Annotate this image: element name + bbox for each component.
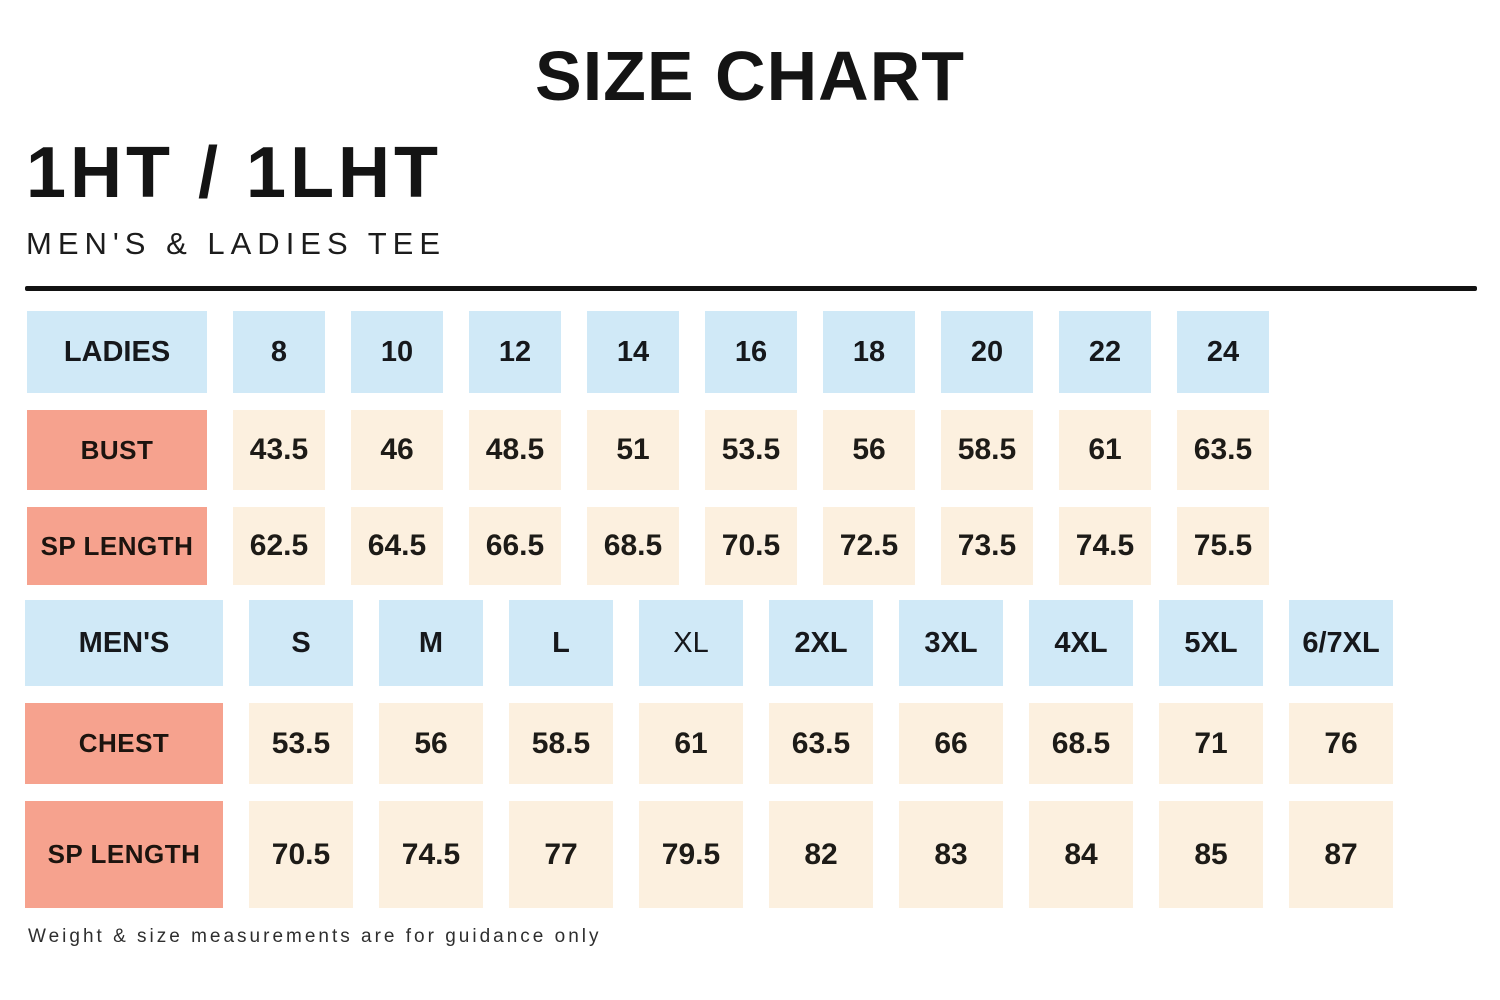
value-cell: 72.5 bbox=[823, 507, 915, 585]
value-cell: 74.5 bbox=[379, 801, 483, 908]
value-cell: 87 bbox=[1289, 801, 1393, 908]
value-cell: 76 bbox=[1289, 703, 1393, 784]
value-cell: 63.5 bbox=[1177, 410, 1269, 490]
ladies-size-table: LADIES 8 10 12 14 16 18 20 22 24 BUST 43… bbox=[27, 311, 1269, 585]
value-cell: 61 bbox=[639, 703, 743, 784]
measure-label-cell: BUST bbox=[27, 410, 207, 490]
value-cell: 58.5 bbox=[941, 410, 1033, 490]
size-header-cell: L bbox=[509, 600, 613, 686]
size-header-cell: 5XL bbox=[1159, 600, 1263, 686]
value-cell: 85 bbox=[1159, 801, 1263, 908]
ladies-table-title-cell: LADIES bbox=[27, 311, 207, 393]
size-header-cell: S bbox=[249, 600, 353, 686]
value-cell: 83 bbox=[899, 801, 1003, 908]
size-header-cell: XL bbox=[639, 600, 743, 686]
footnote: Weight & size measurements are for guida… bbox=[28, 926, 602, 947]
value-cell: 61 bbox=[1059, 410, 1151, 490]
size-header-cell: 8 bbox=[233, 311, 325, 393]
product-code-heading: 1HT / 1LHT bbox=[26, 133, 443, 213]
size-header-cell: M bbox=[379, 600, 483, 686]
size-header-cell: 6/7XL bbox=[1289, 600, 1393, 686]
value-cell: 56 bbox=[823, 410, 915, 490]
size-header-cell: 3XL bbox=[899, 600, 1003, 686]
size-header-cell: 16 bbox=[705, 311, 797, 393]
size-header-cell: 24 bbox=[1177, 311, 1269, 393]
value-cell: 70.5 bbox=[705, 507, 797, 585]
size-header-cell: 12 bbox=[469, 311, 561, 393]
divider-line bbox=[25, 286, 1477, 291]
value-cell: 79.5 bbox=[639, 801, 743, 908]
size-header-cell: 4XL bbox=[1029, 600, 1133, 686]
size-header-cell: 22 bbox=[1059, 311, 1151, 393]
value-cell: 68.5 bbox=[1029, 703, 1133, 784]
value-cell: 73.5 bbox=[941, 507, 1033, 585]
mens-table-title-cell: MEN'S bbox=[25, 600, 223, 686]
size-header-cell: 14 bbox=[587, 311, 679, 393]
size-header-cell: 20 bbox=[941, 311, 1033, 393]
value-cell: 66 bbox=[899, 703, 1003, 784]
measure-label-cell: SP LENGTH bbox=[27, 507, 207, 585]
value-cell: 68.5 bbox=[587, 507, 679, 585]
size-header-cell: 2XL bbox=[769, 600, 873, 686]
value-cell: 84 bbox=[1029, 801, 1133, 908]
value-cell: 56 bbox=[379, 703, 483, 784]
value-cell: 53.5 bbox=[249, 703, 353, 784]
page-title: SIZE CHART bbox=[535, 37, 965, 115]
value-cell: 71 bbox=[1159, 703, 1263, 784]
value-cell: 70.5 bbox=[249, 801, 353, 908]
value-cell: 43.5 bbox=[233, 410, 325, 490]
value-cell: 66.5 bbox=[469, 507, 561, 585]
value-cell: 75.5 bbox=[1177, 507, 1269, 585]
size-header-cell: 10 bbox=[351, 311, 443, 393]
value-cell: 64.5 bbox=[351, 507, 443, 585]
value-cell: 63.5 bbox=[769, 703, 873, 784]
value-cell: 62.5 bbox=[233, 507, 325, 585]
product-subtitle: MEN'S & LADIES TEE bbox=[26, 226, 446, 261]
value-cell: 48.5 bbox=[469, 410, 561, 490]
size-header-cell: 18 bbox=[823, 311, 915, 393]
value-cell: 74.5 bbox=[1059, 507, 1151, 585]
measure-label-cell: SP LENGTH bbox=[25, 801, 223, 908]
value-cell: 51 bbox=[587, 410, 679, 490]
value-cell: 82 bbox=[769, 801, 873, 908]
measure-label-cell: CHEST bbox=[25, 703, 223, 784]
value-cell: 46 bbox=[351, 410, 443, 490]
value-cell: 53.5 bbox=[705, 410, 797, 490]
value-cell: 77 bbox=[509, 801, 613, 908]
mens-size-table: MEN'S S M L XL 2XL 3XL 4XL 5XL 6/7XL CHE… bbox=[25, 600, 1393, 908]
value-cell: 58.5 bbox=[509, 703, 613, 784]
